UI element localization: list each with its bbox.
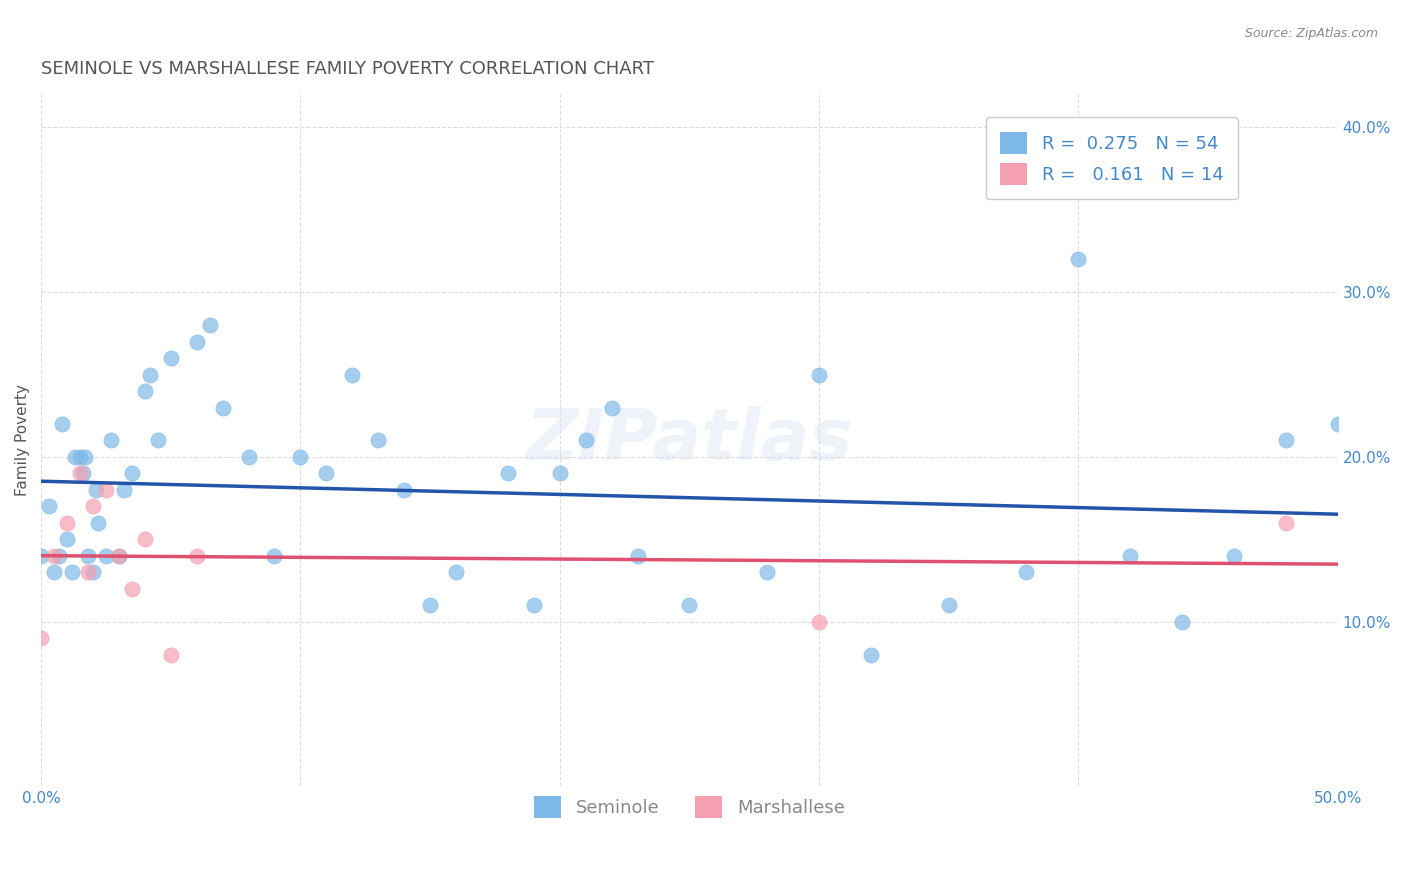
Seminole [600,401,623,415]
Seminole [496,467,519,481]
Legend: Seminole, Marshallese: Seminole, Marshallese [520,782,859,833]
Seminole [108,549,131,563]
Seminole [56,533,79,547]
Text: ZIPatlas: ZIPatlas [526,406,853,475]
Marshallese [159,648,181,662]
Seminole [1015,566,1038,580]
Seminole [211,401,233,415]
Seminole [30,549,52,563]
Seminole [938,599,960,613]
Marshallese [121,582,143,596]
Seminole [808,368,831,382]
Text: SEMINOLE VS MARSHALLESE FAMILY POVERTY CORRELATION CHART: SEMINOLE VS MARSHALLESE FAMILY POVERTY C… [41,60,654,78]
Seminole [548,467,571,481]
Seminole [1326,417,1348,431]
Seminole [63,450,86,464]
Seminole [575,434,598,448]
Seminole [69,450,91,464]
Marshallese [134,533,156,547]
Seminole [756,566,779,580]
Marshallese [56,516,79,530]
Seminole [342,368,364,382]
Marshallese [76,566,98,580]
Seminole [51,417,73,431]
Seminole [523,599,546,613]
Seminole [72,467,94,481]
Seminole [678,599,700,613]
Seminole [1067,252,1090,267]
Seminole [392,483,415,497]
Seminole [82,566,104,580]
Seminole [75,450,97,464]
Seminole [112,483,135,497]
Seminole [1171,615,1194,629]
Marshallese [94,483,117,497]
Seminole [159,351,181,365]
Seminole [134,384,156,398]
Text: Source: ZipAtlas.com: Source: ZipAtlas.com [1244,27,1378,40]
Seminole [84,483,107,497]
Seminole [87,516,110,530]
Seminole [76,549,98,563]
Seminole [367,434,389,448]
Seminole [315,467,337,481]
Seminole [1274,434,1296,448]
Marshallese [186,549,208,563]
Seminole [121,467,143,481]
Seminole [444,566,467,580]
Seminole [48,549,70,563]
Marshallese [30,631,52,645]
Seminole [1119,549,1142,563]
Seminole [419,599,441,613]
Seminole [94,549,117,563]
Seminole [263,549,285,563]
Seminole [238,450,260,464]
Seminole [186,334,208,349]
Marshallese [108,549,131,563]
Seminole [626,549,648,563]
Seminole [859,648,882,662]
Seminole [290,450,312,464]
Seminole [139,368,162,382]
Marshallese [1274,516,1296,530]
Seminole [100,434,122,448]
Seminole [1223,549,1246,563]
Marshallese [808,615,831,629]
Seminole [38,500,60,514]
Marshallese [69,467,91,481]
Seminole [198,318,221,332]
Seminole [42,566,65,580]
Marshallese [42,549,65,563]
Marshallese [82,500,104,514]
Seminole [146,434,169,448]
Y-axis label: Family Poverty: Family Poverty [15,384,30,497]
Seminole [60,566,83,580]
